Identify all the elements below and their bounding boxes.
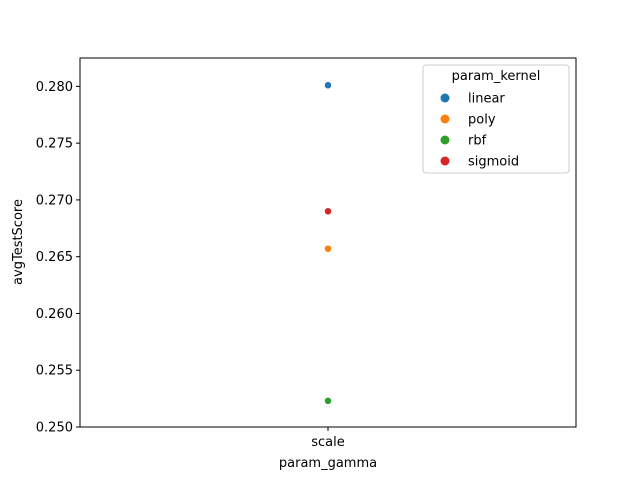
y-axis-label: avgTestScore [11, 199, 26, 285]
y-tick-label: 0.270 [36, 193, 73, 208]
y-tick-label: 0.265 [36, 250, 73, 265]
legend-label-sigmoid: sigmoid [468, 155, 519, 170]
legend-marker-poly [440, 114, 450, 124]
legend-marker-rbf [440, 135, 450, 145]
data-point-linear [324, 81, 332, 89]
x-axis-label: param_gamma [279, 456, 377, 471]
legend-frame [422, 64, 570, 174]
data-point-poly [324, 244, 332, 253]
legend-marker-sigmoid [440, 156, 450, 166]
legend: param_kernel linear poly rbf sigmoid [422, 64, 570, 174]
legend-label-rbf: rbf [468, 134, 487, 149]
x-tick-label: scale [311, 435, 345, 450]
legend-title: param_kernel [452, 69, 541, 84]
legend-label-poly: poly [468, 113, 496, 128]
data-point-rbf [324, 397, 332, 405]
legend-label-linear: linear [468, 92, 505, 107]
data-points [324, 81, 332, 405]
data-point-sigmoid [324, 207, 332, 216]
y-axis: 0.250 0.255 0.260 0.265 0.270 0.275 0.280 [36, 80, 80, 436]
legend-items: linear poly rbf sigmoid [440, 92, 519, 170]
x-axis: scale [311, 427, 345, 450]
y-tick-label: 0.275 [36, 137, 73, 152]
y-tick-label: 0.280 [36, 80, 73, 95]
legend-marker-linear [440, 93, 450, 103]
y-tick-label: 0.255 [36, 364, 73, 379]
y-tick-label: 0.260 [36, 307, 73, 322]
y-tick-label: 0.250 [36, 421, 73, 436]
